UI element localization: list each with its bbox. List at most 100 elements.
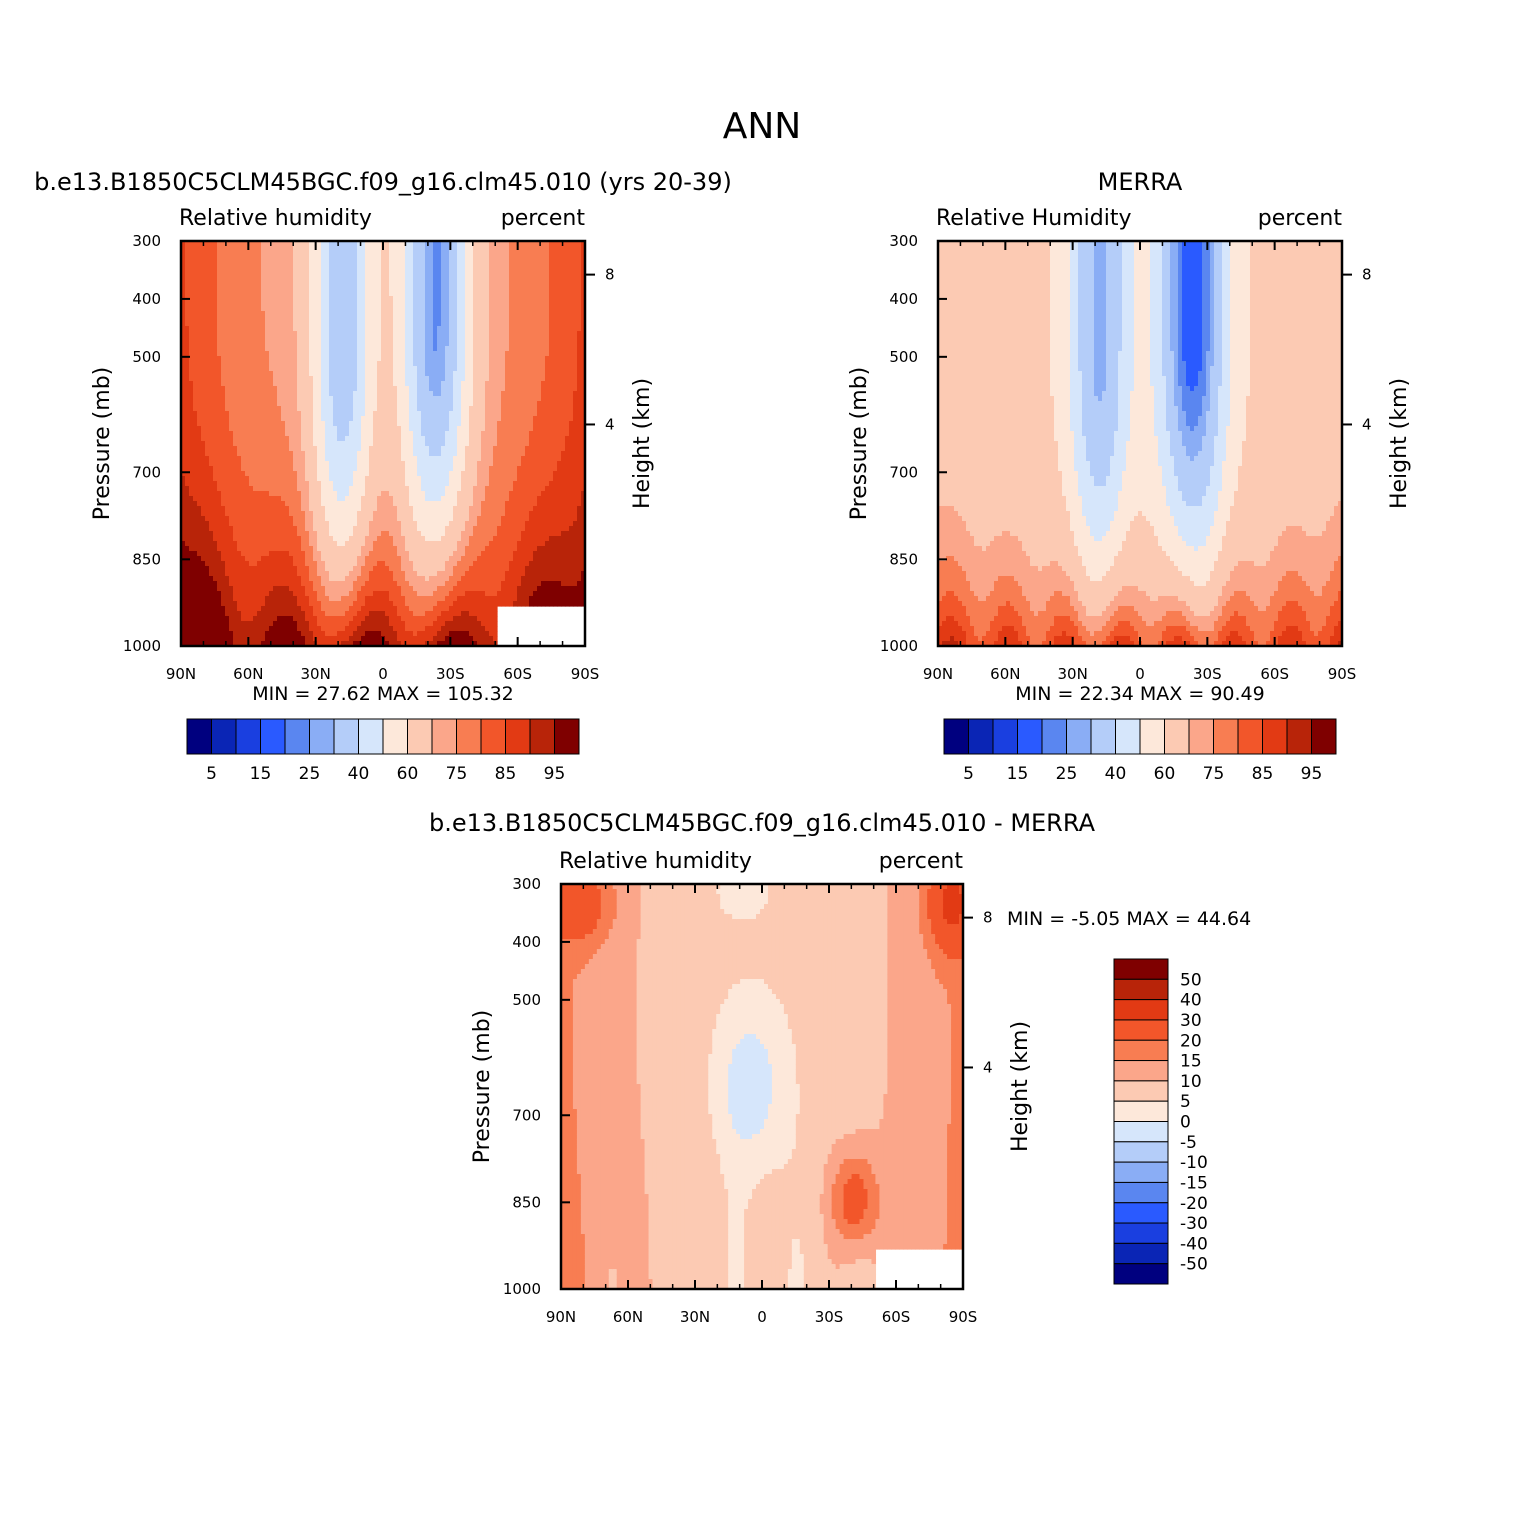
contour-cell [233,591,238,597]
contour-cell [341,426,346,432]
contour-cell [329,426,334,432]
contour-cell [405,351,410,357]
contour-cell [241,581,246,587]
contour-cell [225,461,230,467]
contour-cell [341,566,346,572]
contour-cell [241,361,246,367]
contour-cell [317,611,322,617]
contour-cell [301,406,306,412]
contour-cell [201,456,206,462]
contour-cell [405,336,410,342]
contour-cell [333,441,338,447]
contour-cell [257,356,262,362]
contour-cell [353,516,358,522]
contour-cell [225,311,230,317]
contour-cell [301,286,306,292]
contour-cell [269,576,274,582]
contour-cell [421,311,426,317]
contour-cell [229,606,234,612]
contour-cell [385,336,390,342]
contour-cell [365,501,370,507]
contour-cell [189,596,194,602]
contour-cell [213,476,218,482]
contour-cell [289,481,294,487]
contour-cell [281,281,286,287]
contour-cell [253,366,258,372]
contour-cell [373,421,378,427]
contour-cell [369,451,374,457]
contour-cell [353,521,358,527]
contour-cell [233,611,238,617]
contour-cell [321,291,326,297]
contour-cell [201,621,206,627]
contour-cell [341,606,346,612]
contour-cell [329,286,334,292]
contour-cell [197,496,202,502]
contour-cell [265,636,270,642]
contour-cell [337,486,342,492]
contour-cell [413,521,418,527]
contour-cell [265,376,270,382]
contour-cell [269,366,274,372]
contour-cell [237,501,242,507]
contour-cell [317,576,322,582]
contour-cell [209,371,214,377]
contour-cell [213,461,218,467]
contour-cell [225,431,230,437]
contour-cell [249,401,254,407]
contour-cell [273,546,278,552]
contour-cell [289,616,294,622]
contour-cell [377,326,382,332]
contour-cell [277,636,282,642]
contour-cell [389,531,394,537]
contour-cell [225,466,230,472]
contour-cell [221,476,226,482]
contour-cell [333,531,338,537]
contour-cell [209,616,214,622]
contour-cell [305,406,310,412]
contour-cell [297,446,302,452]
contour-cell [397,426,402,432]
contour-cell [309,471,314,477]
contour-cell [233,336,238,342]
contour-cell [261,441,266,447]
contour-cell [193,561,198,567]
contour-cell [181,641,186,647]
contour-cell [309,541,314,547]
contour-cell [357,531,362,537]
contour-cell [217,261,222,267]
contour-cell [341,641,346,647]
contour-cell [265,336,270,342]
contour-cell [341,441,346,447]
contour-cell [301,251,306,257]
contour-cell [269,411,274,417]
contour-cell [277,551,282,557]
contour-cell [401,426,406,432]
contour-cell [253,606,258,612]
contour-cell [413,371,418,377]
contour-cell [205,501,210,507]
contour-cell [425,306,430,312]
contour-cell [369,421,374,427]
contour-cell [265,346,270,352]
contour-cell [205,606,210,612]
contour-cell [317,491,322,497]
contour-cell [285,606,290,612]
contour-cell [353,491,358,497]
contour-cell [349,606,354,612]
contour-cell [205,461,210,467]
contour-cell [421,381,426,387]
contour-cell [345,281,350,287]
contour-cell [273,596,278,602]
contour-cell [189,636,194,642]
contour-cell [229,286,234,292]
contour-cell [253,266,258,272]
contour-cell [317,351,322,357]
contour-cell [377,291,382,297]
contour-cell [205,261,210,267]
contour-cell [349,346,354,352]
contour-cell [289,486,294,492]
contour-cell [421,621,426,627]
contour-cell [253,541,258,547]
contour-cell [413,491,418,497]
